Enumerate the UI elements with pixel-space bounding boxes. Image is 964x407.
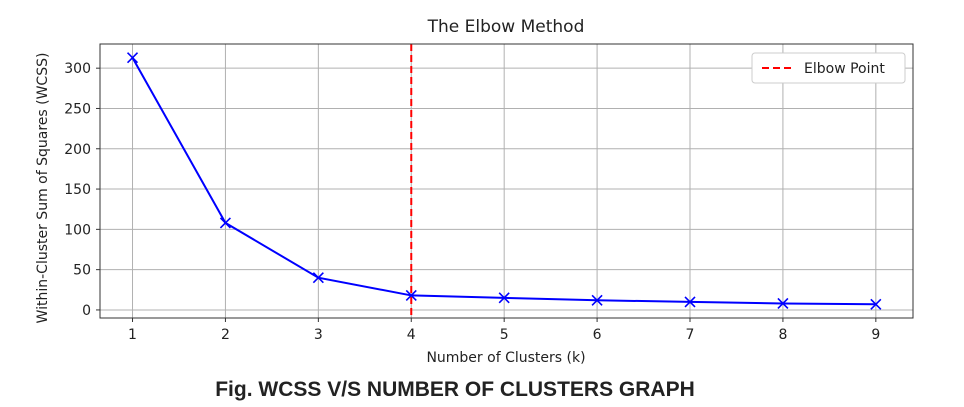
x-axis-ticks: 1 2 3 4 5 6 7 8 9 [128, 318, 880, 343]
x-tick-label: 9 [871, 327, 880, 343]
y-tick-label: 150 [64, 182, 91, 198]
data-point-marker [870, 298, 882, 310]
data-point-marker [684, 296, 696, 308]
grid-lines [100, 44, 913, 318]
wcss-series [126, 52, 882, 310]
y-tick-label: 200 [64, 142, 91, 158]
x-axis-label: Number of Clusters (k) [426, 350, 585, 366]
chart-title: The Elbow Method [427, 17, 585, 37]
data-point-marker [777, 297, 789, 310]
x-tick-label: 6 [593, 327, 602, 343]
y-axis-label: Within-Cluster Sum of Squares (WCSS) [35, 53, 51, 324]
x-tick-label: 7 [686, 327, 695, 343]
data-point-marker [591, 294, 603, 306]
data-point-marker [498, 292, 510, 304]
data-point-marker [126, 52, 139, 64]
y-tick-label: 100 [64, 222, 91, 238]
y-tick-label: 0 [82, 303, 91, 319]
y-tick-label: 50 [73, 263, 91, 279]
x-tick-label: 5 [500, 327, 509, 343]
x-tick-label: 2 [221, 327, 230, 343]
x-tick-label: 1 [128, 327, 137, 343]
data-point-marker [219, 217, 231, 229]
legend-label-elbow: Elbow Point [804, 61, 885, 77]
x-tick-label: 3 [314, 327, 323, 343]
plot-frame [99, 43, 914, 319]
y-axis-ticks: 0 50 100 150 200 250 300 [64, 61, 100, 319]
elbow-chart: 1 2 3 4 5 6 7 8 9 0 50 100 150 200 250 300 The Elbow M… [35, 17, 914, 366]
data-point-marker [312, 272, 324, 284]
legend: Elbow Point [751, 52, 906, 84]
y-tick-label: 300 [64, 61, 91, 77]
legend-box [751, 52, 906, 84]
data-point-marker [405, 289, 417, 302]
x-tick-label: 4 [407, 327, 416, 343]
figure-caption: Fig. WCSS V/S NUMBER OF CLUSTERS GRAPH [215, 378, 695, 401]
y-tick-label: 250 [64, 101, 91, 117]
x-tick-label: 8 [778, 327, 787, 343]
